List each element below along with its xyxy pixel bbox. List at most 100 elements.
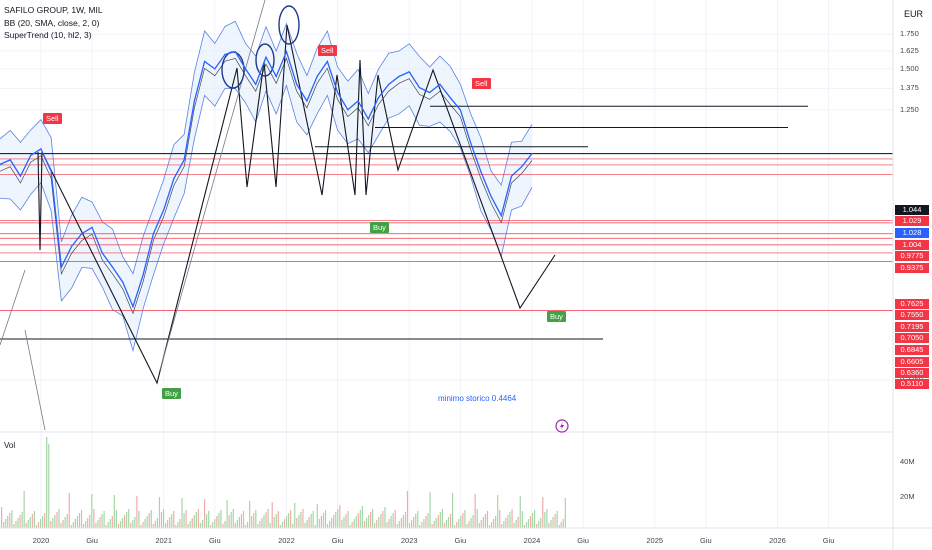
price-tag: 1.004 xyxy=(895,240,929,250)
volume-bar xyxy=(445,520,448,528)
volume-bar xyxy=(351,522,353,528)
volume-bar xyxy=(80,510,83,528)
close-point xyxy=(132,305,134,308)
horizontal-levels xyxy=(0,105,893,340)
volume-bar xyxy=(203,499,206,528)
volume-bar xyxy=(240,514,243,528)
volume-bar xyxy=(58,509,60,528)
volume-bar xyxy=(33,511,35,528)
volume-bar xyxy=(359,510,361,528)
volume-bar xyxy=(257,524,259,528)
x-tick-label: 2020 xyxy=(32,536,50,545)
currency-label[interactable]: EUR xyxy=(903,9,923,19)
volume-bar xyxy=(99,517,101,528)
volume-bar xyxy=(341,520,343,528)
volume-bar xyxy=(277,511,279,528)
volume-bar xyxy=(308,517,310,528)
volume-bar xyxy=(56,512,58,528)
volume-bar xyxy=(372,509,374,528)
volume-bar xyxy=(68,493,70,528)
close-point xyxy=(388,83,390,85)
volume-bar xyxy=(37,522,40,528)
volume-bar xyxy=(29,517,31,528)
volume-bar xyxy=(242,511,245,528)
sell-signal: Sell xyxy=(472,78,491,89)
lightning-icon[interactable] xyxy=(555,419,569,433)
volume-bar xyxy=(152,524,154,528)
volume-bar xyxy=(365,518,368,528)
close-point xyxy=(91,226,93,229)
volume-bar xyxy=(314,525,316,528)
volume-bar xyxy=(13,524,15,528)
close-point xyxy=(418,86,421,89)
volume-bar xyxy=(103,511,105,528)
close-point xyxy=(469,141,472,144)
volume-bar xyxy=(406,491,409,528)
volume-bar xyxy=(255,510,257,528)
close-point xyxy=(163,209,165,211)
volume-bar xyxy=(238,517,240,528)
volume-bar xyxy=(558,525,560,528)
volume-bar xyxy=(5,519,7,528)
close-point xyxy=(510,175,513,177)
volume-bar xyxy=(515,520,517,528)
volume-bar xyxy=(413,517,415,528)
volume-bar xyxy=(244,525,247,528)
volume-bar xyxy=(402,515,404,528)
close-point xyxy=(71,245,73,247)
y-tick-label: 1.250 xyxy=(900,104,919,114)
volume-bar xyxy=(179,519,181,528)
volume-bar xyxy=(95,523,97,528)
x-tick-label: Giu xyxy=(208,536,221,545)
volume-bar xyxy=(562,519,564,528)
volume-bar xyxy=(169,517,171,528)
volume-bar xyxy=(218,513,220,528)
volume-bar xyxy=(130,523,132,528)
x-tick-label: Giu xyxy=(331,536,344,545)
y-tick-label: 1.500 xyxy=(900,63,919,73)
volume-bar xyxy=(400,518,402,528)
price-tag: 0.6845 xyxy=(895,345,929,355)
volume-bar xyxy=(505,518,507,528)
sell-signal: Sell xyxy=(43,113,62,124)
volume-bar xyxy=(419,525,421,528)
volume-bar xyxy=(142,522,144,528)
volume-bar xyxy=(228,515,230,528)
volume-bar xyxy=(156,518,158,528)
volume-bar xyxy=(60,523,62,528)
volume-bar xyxy=(343,517,345,528)
volume-bar xyxy=(488,525,491,528)
volume-bar xyxy=(437,515,439,528)
volume-bar xyxy=(538,521,540,528)
volume-bar xyxy=(124,515,126,528)
volume-bar xyxy=(197,509,199,528)
volume-bar xyxy=(433,521,435,528)
volume-bar xyxy=(425,516,427,528)
volume-bar xyxy=(292,524,294,528)
volume-bar xyxy=(91,494,93,528)
trend-drawings xyxy=(0,0,556,431)
volume-bar xyxy=(443,523,445,528)
volume-bar xyxy=(380,514,382,528)
volume-bar xyxy=(361,506,363,528)
volume-bar xyxy=(333,515,335,528)
close-point xyxy=(275,75,277,78)
price-tag: 0.7625 xyxy=(895,299,929,309)
close-point xyxy=(490,195,492,197)
volume-bar xyxy=(134,517,136,528)
volume-bar xyxy=(78,513,81,528)
volume-bar xyxy=(140,525,142,528)
volume-bar xyxy=(251,516,253,528)
volume-bar xyxy=(171,514,173,528)
volume-bar xyxy=(50,521,52,528)
volume-bar xyxy=(249,501,251,528)
close-point xyxy=(531,153,533,155)
volume-bar xyxy=(101,514,103,528)
volume-bar xyxy=(150,510,152,528)
volume-bar xyxy=(226,500,228,528)
volume-bar xyxy=(306,520,308,528)
close-point xyxy=(306,100,308,102)
y-tick-label: 1.375 xyxy=(900,83,919,93)
volume-bar xyxy=(435,518,437,528)
